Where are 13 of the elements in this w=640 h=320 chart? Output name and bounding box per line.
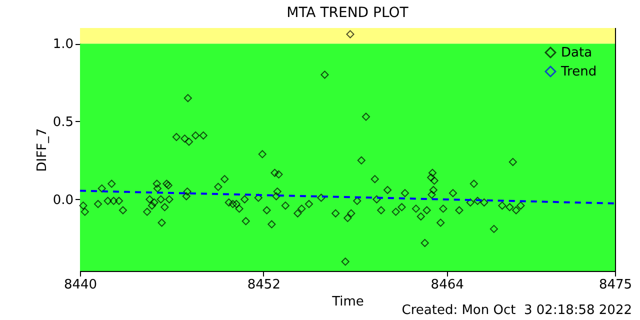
text: Created: Mon Oct 3 02:18:58 2022 bbox=[402, 303, 632, 318]
y-axis-title: DIFF_7 bbox=[34, 128, 50, 172]
legend-label: Trend bbox=[560, 64, 597, 80]
x-tick-label: 8452 bbox=[247, 278, 280, 292]
y-tick-label: 1.0 bbox=[52, 37, 74, 52]
chart-title: MTA TREND PLOT bbox=[286, 5, 409, 21]
x-axis-title: Time bbox=[331, 294, 364, 310]
x-tick-label: 8464 bbox=[430, 278, 464, 292]
x-tick-label: 8475 bbox=[598, 278, 632, 292]
legend-label: Data bbox=[561, 46, 592, 60]
x-tick-label: 8440 bbox=[64, 278, 98, 292]
y-tick-label: 0.0 bbox=[52, 192, 74, 208]
y-tick-label: 0.5 bbox=[52, 114, 74, 130]
